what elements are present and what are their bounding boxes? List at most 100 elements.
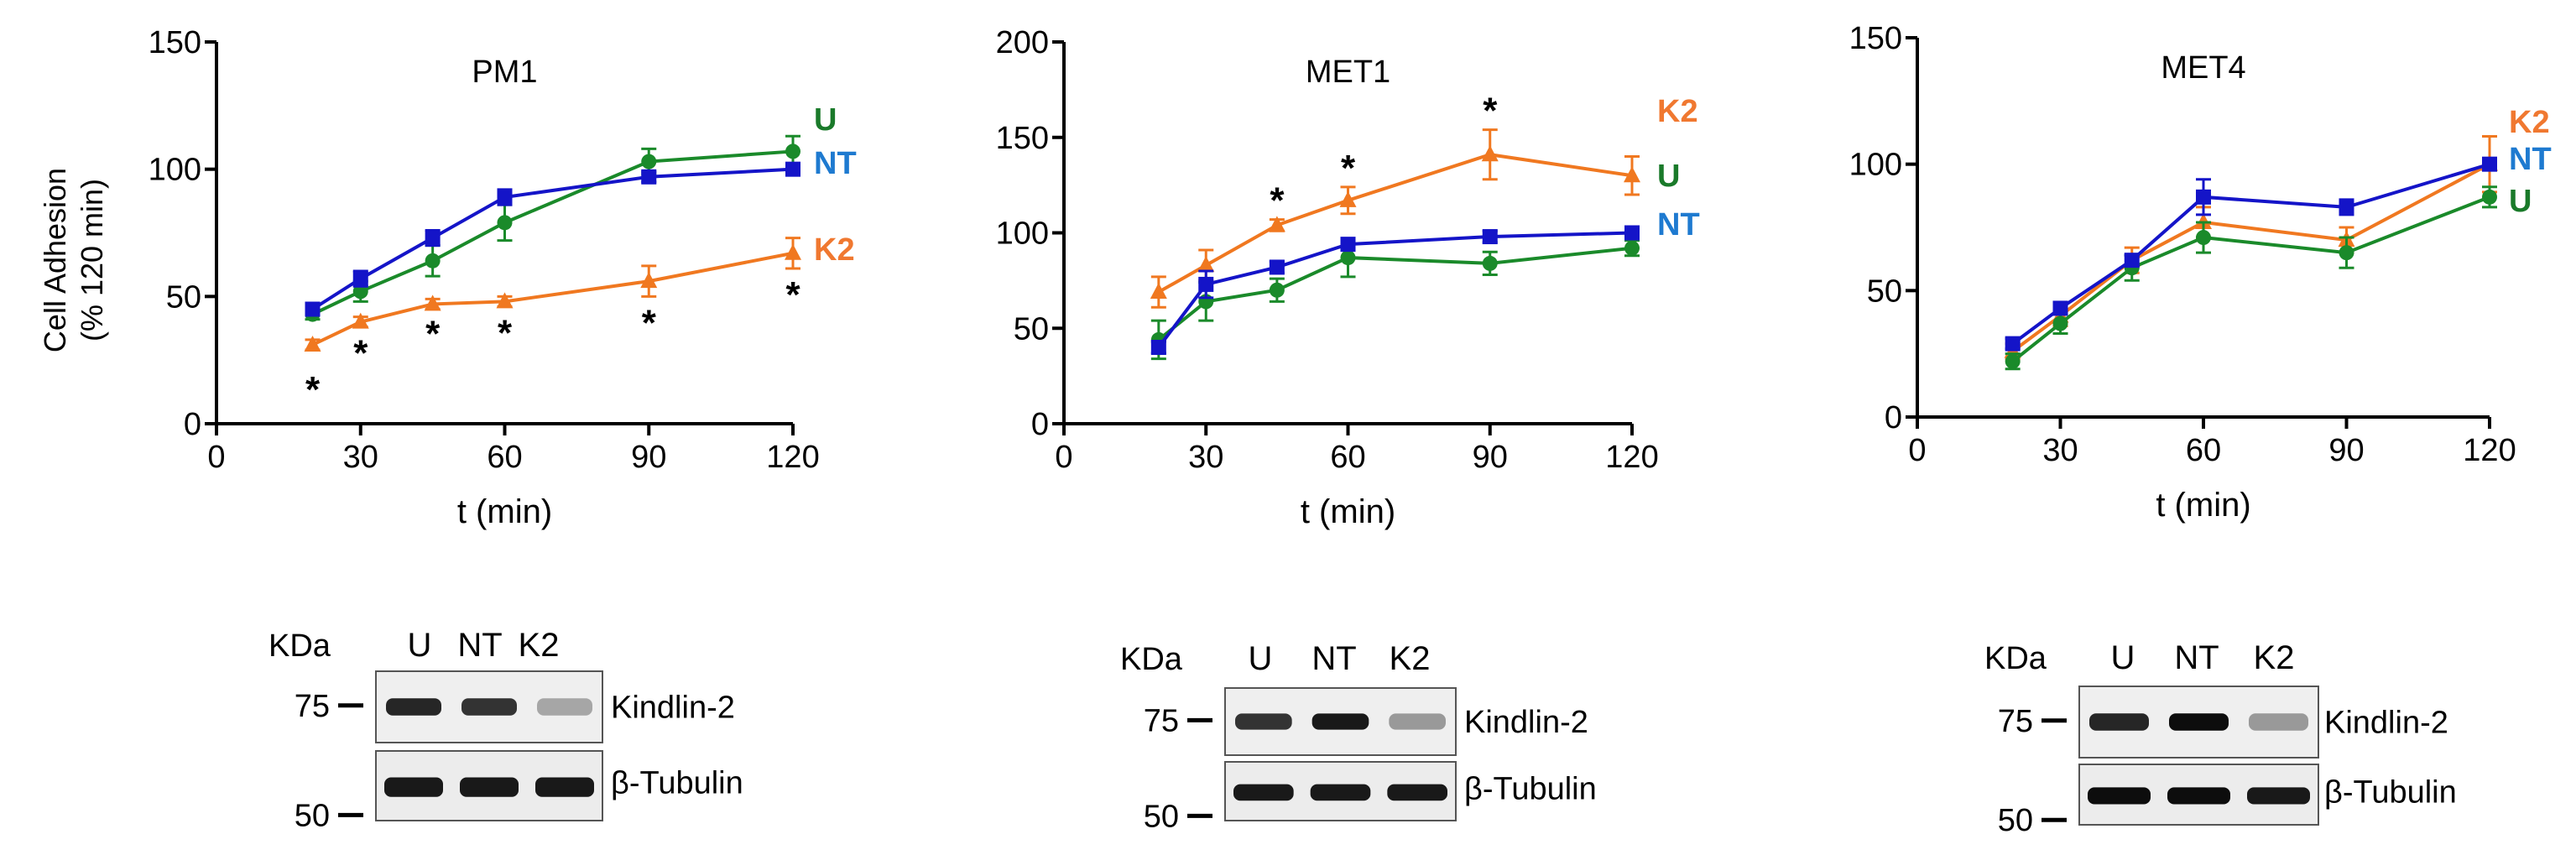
kindlin-2-band [2169, 713, 2229, 731]
legend-label-k2: K2 [1657, 94, 1698, 129]
data-point [2482, 156, 2497, 172]
lane-label: U [2111, 639, 2135, 676]
lane-label: K2 [1390, 640, 1431, 677]
lane-label: NT [457, 627, 502, 664]
x-tick-label: 90 [631, 440, 666, 475]
marker-75-label: 75 [295, 689, 330, 724]
data-point [1482, 255, 1498, 271]
lane-label: K2 [2254, 639, 2295, 676]
significance-marker: * [305, 369, 321, 410]
y-tick-label: 150 [1849, 21, 1902, 56]
y-tick-label: 150 [996, 121, 1049, 156]
y-tick-label: 0 [184, 407, 201, 442]
data-point [1268, 216, 1285, 232]
kindlin-2-band [386, 698, 441, 716]
significance-marker: * [1270, 180, 1285, 222]
lane-label: U [1249, 640, 1273, 677]
x-tick-label: 60 [2186, 433, 2221, 468]
series-u [1150, 237, 1640, 361]
data-point [1624, 166, 1640, 183]
series-nt [2005, 156, 2497, 352]
series-line [1157, 231, 1633, 349]
series-line [311, 251, 794, 347]
marker-75-label: 75 [1998, 704, 2033, 739]
data-point [304, 335, 321, 352]
marker-50-label: 50 [1998, 803, 2033, 838]
x-axis-label: t (min) [1301, 493, 1395, 530]
data-point [1150, 340, 1166, 355]
kindlin-2-band [1311, 713, 1369, 730]
kda-label: KDa [269, 628, 331, 664]
lane-label: NT [1311, 640, 1356, 677]
x-tick-label: 120 [766, 440, 819, 475]
kindlin-2-band [2249, 713, 2308, 731]
series-k2 [1150, 128, 1640, 309]
tubulin-band [384, 777, 443, 797]
data-point [1340, 237, 1356, 253]
x-tick-label: 60 [487, 440, 522, 475]
y-tick-label: 50 [166, 279, 201, 315]
data-point [785, 143, 800, 159]
x-tick-label: 30 [2042, 433, 2078, 468]
y-tick-label: 50 [1867, 274, 1902, 309]
x-axis-label: t (min) [457, 493, 552, 530]
data-point [785, 243, 801, 260]
charts-group: PM1 0 30 60 90 120 0 50 100 150 t (min) U NT K2 * * * * * *… [149, 21, 2552, 530]
y-tick-label: 100 [149, 153, 201, 188]
tubulin-band [2088, 787, 2151, 805]
data-point [2196, 230, 2211, 246]
series-line [2011, 162, 2490, 346]
y-tick-label: 100 [996, 216, 1049, 252]
data-point [1150, 283, 1167, 300]
tubulin-band [2167, 787, 2230, 805]
y-tick-label: 0 [1031, 407, 1049, 442]
significance-marker: * [425, 314, 441, 355]
series-nt [1150, 225, 1640, 355]
x-tick-label: 60 [1330, 440, 1365, 475]
data-point [425, 230, 441, 246]
x-tick-label: 90 [1473, 440, 1508, 475]
x-tick-label: 0 [1055, 440, 1072, 475]
tubulin-label: β-Tubulin [611, 765, 743, 800]
data-point [1198, 276, 1214, 292]
significance-marker: * [1341, 148, 1356, 189]
western-blot-3: KDa U NT K2 75 50 Kindlin-2 β-Tubulin [1984, 639, 2457, 838]
data-point [1197, 256, 1215, 273]
x-tick-label: 0 [207, 440, 225, 475]
significance-marker: * [498, 312, 513, 353]
kindlin-2-band [537, 698, 592, 716]
chart-title: PM1 [472, 55, 537, 90]
data-point [1269, 259, 1285, 275]
chart-pm1: PM1 0 30 60 90 120 0 50 100 150 t (min) U NT K2 * * * * * * [149, 25, 857, 530]
significance-marker: * [1483, 91, 1498, 132]
y-tick-label: 150 [149, 25, 201, 60]
data-point [2339, 199, 2354, 215]
legend-label-u: U [2509, 184, 2532, 219]
y-tick-label: 0 [1885, 400, 1902, 435]
data-point [352, 312, 369, 329]
legend-label-k2: K2 [814, 232, 855, 268]
kindlin-2-band [2089, 713, 2149, 731]
tubulin-band [2247, 787, 2310, 805]
data-point [1624, 225, 1640, 241]
y-tick-label: 200 [996, 25, 1049, 60]
kindlin-2-label: Kindlin-2 [1464, 705, 1588, 740]
data-point [352, 271, 368, 287]
marker-50-label: 50 [295, 798, 330, 833]
legend-label-u: U [814, 102, 837, 138]
series-nt [305, 161, 800, 317]
x-tick-label: 90 [2328, 433, 2364, 468]
x-tick-label: 30 [343, 440, 378, 475]
data-point [2005, 336, 2021, 352]
significance-marker: * [642, 302, 657, 343]
marker-75-label: 75 [1144, 703, 1179, 738]
kindlin-2-label: Kindlin-2 [611, 691, 735, 726]
series-line [2011, 195, 2490, 363]
data-point [2339, 245, 2354, 261]
x-tick-label: 120 [2463, 433, 2516, 468]
data-point [2005, 353, 2021, 369]
y-tick-label: 50 [1014, 311, 1049, 347]
legend-label-nt: NT [1657, 207, 1700, 242]
